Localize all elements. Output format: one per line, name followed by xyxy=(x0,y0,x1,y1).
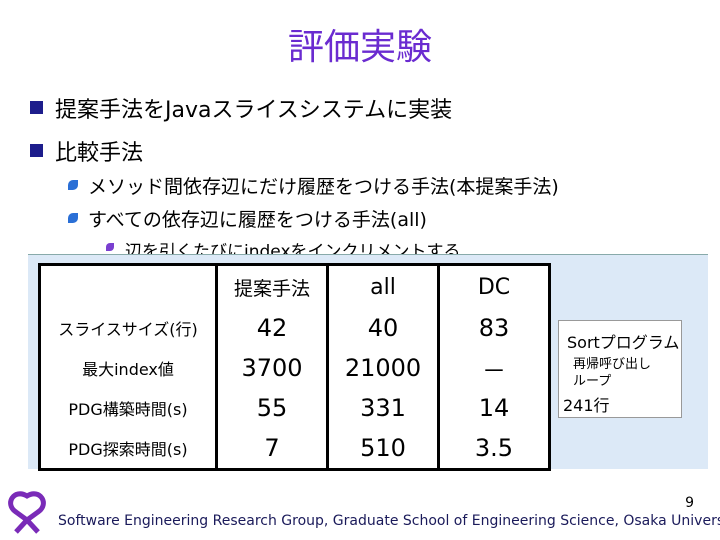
row-label: PDG構築時間(s) xyxy=(68,400,188,419)
bullet-icon xyxy=(30,101,43,114)
cell: － xyxy=(437,348,550,388)
sub-bullet: すべての依存辺に履歴をつける手法(all) xyxy=(88,209,427,231)
title: 評価実験 xyxy=(287,27,432,68)
row-label: PDG探索時間(s) xyxy=(68,440,188,459)
sub-bullet-icon xyxy=(68,180,78,190)
page-number: 9 xyxy=(685,495,694,511)
footer-text: Software Engineering Research Group, Gra… xyxy=(58,513,720,529)
cell: 40 xyxy=(326,308,439,348)
sub-bullet-icon xyxy=(68,213,78,223)
logo-shape xyxy=(8,491,46,534)
sub-bullet: メソッド間依存辺にだけ履歴をつける手法(本提案手法) xyxy=(88,176,559,198)
table-row: PDG探索時間(s) 7 510 3.5 xyxy=(40,428,550,470)
cell: 14 xyxy=(437,388,550,428)
cell: 42 xyxy=(215,308,328,348)
header-cell: all xyxy=(326,264,439,308)
sub-sub-bullet-icon xyxy=(106,243,114,251)
cell: 331 xyxy=(326,388,439,428)
header-cell xyxy=(40,265,217,309)
cell: 83 xyxy=(437,308,550,348)
header-cell: 提案手法 xyxy=(215,264,328,308)
bullet: 比較手法 xyxy=(55,141,144,166)
table-header: 提案手法 all DC xyxy=(40,264,550,309)
cell: 21000 xyxy=(326,348,439,388)
cell: 3700 xyxy=(215,348,328,388)
side-box: Sortプログラム 再帰呼び出し ループ 241行 xyxy=(558,320,682,418)
bullet-icon xyxy=(30,144,43,157)
row-label: スライスサイズ(行) xyxy=(58,320,198,339)
side-title: Sortプログラム xyxy=(567,333,680,352)
cell: 510 xyxy=(326,428,439,470)
side-item: ループ xyxy=(573,374,612,389)
logo xyxy=(8,491,46,534)
cell: 3.5 xyxy=(437,428,550,470)
results-table: 提案手法 all DC スライスサイズ(行) 42 40 83 最大index値 3700… xyxy=(38,263,551,471)
cell: 55 xyxy=(215,388,328,428)
side-item: 再帰呼び出し xyxy=(573,357,652,372)
header-cell: DC xyxy=(437,264,550,308)
cell: 7 xyxy=(215,428,328,470)
table-row: スライスサイズ(行) 42 40 83 xyxy=(40,308,550,348)
row-label: 最大index値 xyxy=(82,360,174,379)
table-row: 最大index値 3700 21000 － xyxy=(40,348,550,388)
side-lines: 241行 xyxy=(563,396,610,415)
bullet: 提案手法をJavaスライスシステムに実装 xyxy=(55,98,453,123)
table-row: PDG構築時間(s) 55 331 14 xyxy=(40,388,550,428)
